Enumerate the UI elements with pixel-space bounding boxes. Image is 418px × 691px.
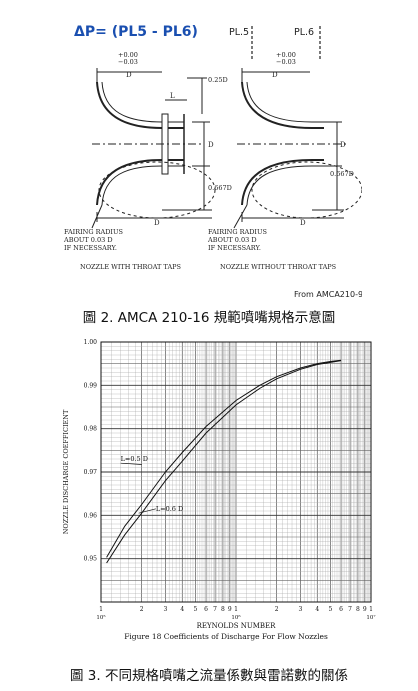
left-dim-l: L bbox=[170, 92, 175, 100]
pl6-label: PL.6 bbox=[294, 27, 314, 38]
figure2-caption: 圖 2. AMCA 210-16 規範噴嘴規格示意圖 bbox=[82, 310, 336, 326]
right-dim-0667d: 0.667D bbox=[330, 170, 354, 178]
left-dim-d-right: D bbox=[208, 141, 214, 149]
series-leader-2 bbox=[138, 508, 156, 514]
nozzle-without-taps-drawing bbox=[233, 68, 362, 229]
left-dim-d-top: D bbox=[126, 71, 132, 79]
left-fairing-line2: ABOUT 0.03 D bbox=[63, 236, 113, 244]
right-dim-d-bottom: D bbox=[300, 219, 306, 227]
source-note: From AMCA210-99 bbox=[294, 290, 362, 299]
series-leader-1 bbox=[120, 462, 142, 465]
x-tick-label: 6 bbox=[204, 606, 208, 613]
x-tick-label: 8 bbox=[221, 606, 225, 613]
right-fairing-line2: ABOUT 0.03 D bbox=[207, 236, 257, 244]
x-tick-label: 8 bbox=[356, 606, 360, 613]
x-tick-label: 4 bbox=[315, 606, 319, 613]
x-axis-label: REYNOLDS NUMBER bbox=[197, 622, 277, 630]
x-tick-label: 7 bbox=[348, 606, 352, 613]
y-tick-label: 1.00 bbox=[84, 339, 98, 346]
left-dim-025d: 0.25D bbox=[208, 76, 228, 84]
left-dim-d-bottom: D bbox=[154, 219, 160, 227]
x-tick-label: 1 bbox=[234, 606, 238, 613]
x-tick-label: 5 bbox=[193, 606, 197, 613]
pl5-label: PL.5 bbox=[229, 27, 249, 38]
x-tick-label: 6 bbox=[339, 606, 343, 613]
right-tol-plus: +0.00 bbox=[276, 51, 296, 59]
left-fairing-line3: IF NECESSARY. bbox=[64, 244, 117, 252]
series-label-2: L=0.6 D bbox=[156, 505, 183, 513]
x-tick-label: 3 bbox=[298, 606, 302, 613]
left-dim-0667d: 0.667D bbox=[208, 184, 232, 192]
figure3-caption: 圖 3. 不同規格噴嘴之流量係數與雷諾數的關係 bbox=[70, 668, 348, 684]
x-tick-label: 4 bbox=[180, 606, 184, 613]
x-tick-label: 2 bbox=[275, 606, 279, 613]
y-tick-label: 0.97 bbox=[84, 469, 98, 476]
left-nozzle-label: NOZZLE WITH THROAT TAPS bbox=[80, 263, 181, 271]
chart-grid bbox=[100, 341, 371, 603]
right-fairing-line1: FAIRING RADIUS bbox=[208, 228, 267, 236]
x-tick-label: 7 bbox=[213, 606, 217, 613]
left-tol-plus: +0.00 bbox=[118, 51, 138, 59]
right-tol-minus: −0.03 bbox=[276, 58, 296, 66]
x-decade-label: 10⁶ bbox=[231, 614, 241, 621]
y-tick-label: 0.96 bbox=[84, 512, 98, 519]
right-dim-d-top: D bbox=[272, 71, 278, 79]
y-tick-label: 0.95 bbox=[84, 556, 98, 563]
left-fairing-line1: FAIRING RADIUS bbox=[64, 228, 123, 236]
x-tick-label: 3 bbox=[163, 606, 167, 613]
x-tick-label: 1 bbox=[369, 606, 373, 613]
x-decade-label: 10⁵ bbox=[96, 614, 105, 621]
right-dim-d-right: D bbox=[340, 141, 346, 149]
y-axis-label: NOZZLE DISCHARGE COEFFICIENT bbox=[62, 409, 70, 534]
x-tick-label: 9 bbox=[228, 606, 232, 613]
y-tick-label: 0.98 bbox=[84, 426, 98, 433]
nozzle-diagram: ΔP= (PL5 - PL6) PL.5 PL.6 bbox=[62, 0, 362, 302]
chart-title: Figure 18 Coefficients of Discharge For … bbox=[124, 632, 328, 641]
left-tol-minus: −0.03 bbox=[118, 58, 138, 66]
x-tick-label: 1 bbox=[99, 606, 103, 613]
pressure-equation: ΔP= (PL5 - PL6) bbox=[74, 24, 198, 40]
series-line-1 bbox=[106, 359, 342, 558]
x-decade-label: 10⁷ bbox=[366, 614, 376, 621]
series-line-2 bbox=[106, 360, 342, 564]
right-nozzle-label: NOZZLE WITHOUT THROAT TAPS bbox=[220, 263, 336, 271]
y-tick-label: 0.99 bbox=[84, 382, 98, 389]
series-label-1: L=0.5 D bbox=[121, 455, 148, 463]
plot-frame bbox=[100, 341, 372, 603]
x-tick-label: 5 bbox=[328, 606, 332, 613]
nozzle-with-taps-drawing bbox=[91, 68, 216, 229]
right-fairing-line3: IF NECESSARY. bbox=[208, 244, 261, 252]
x-tick-label: 9 bbox=[363, 606, 367, 613]
x-tick-label: 2 bbox=[140, 606, 144, 613]
